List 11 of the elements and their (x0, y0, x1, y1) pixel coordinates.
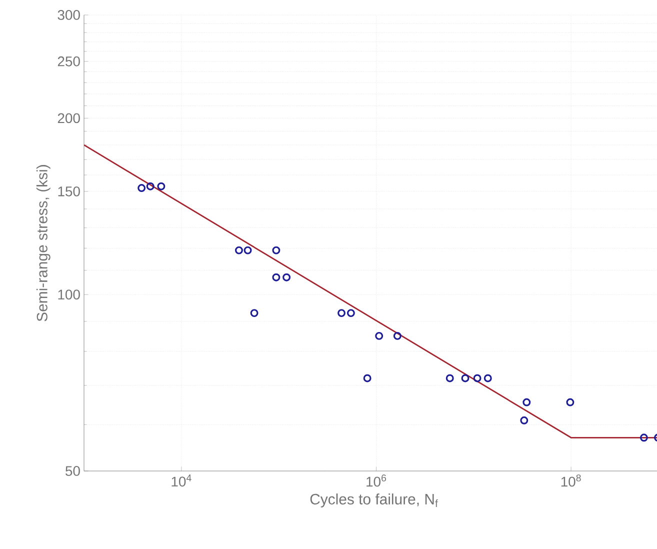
y-tick-label: 200 (58, 113, 80, 124)
y-tick-label: 100 (58, 290, 80, 300)
y-tick-label: 50 (66, 466, 80, 476)
x-axis-title: Cycles to failure, N$_{f}$ (310, 494, 438, 508)
y-axis-title: Semi-range stress, (ksi) (36, 165, 50, 322)
y-tick-label: 150 (58, 186, 80, 196)
x-tick-label: 10$^{8}$ (561, 474, 581, 487)
x-tick-label: 10$^{4}$ (172, 474, 192, 487)
y-tick-label: 300 (58, 10, 80, 20)
y-tick-label: 250 (58, 56, 80, 66)
x-tick-label: 10$^{6}$ (366, 474, 386, 487)
